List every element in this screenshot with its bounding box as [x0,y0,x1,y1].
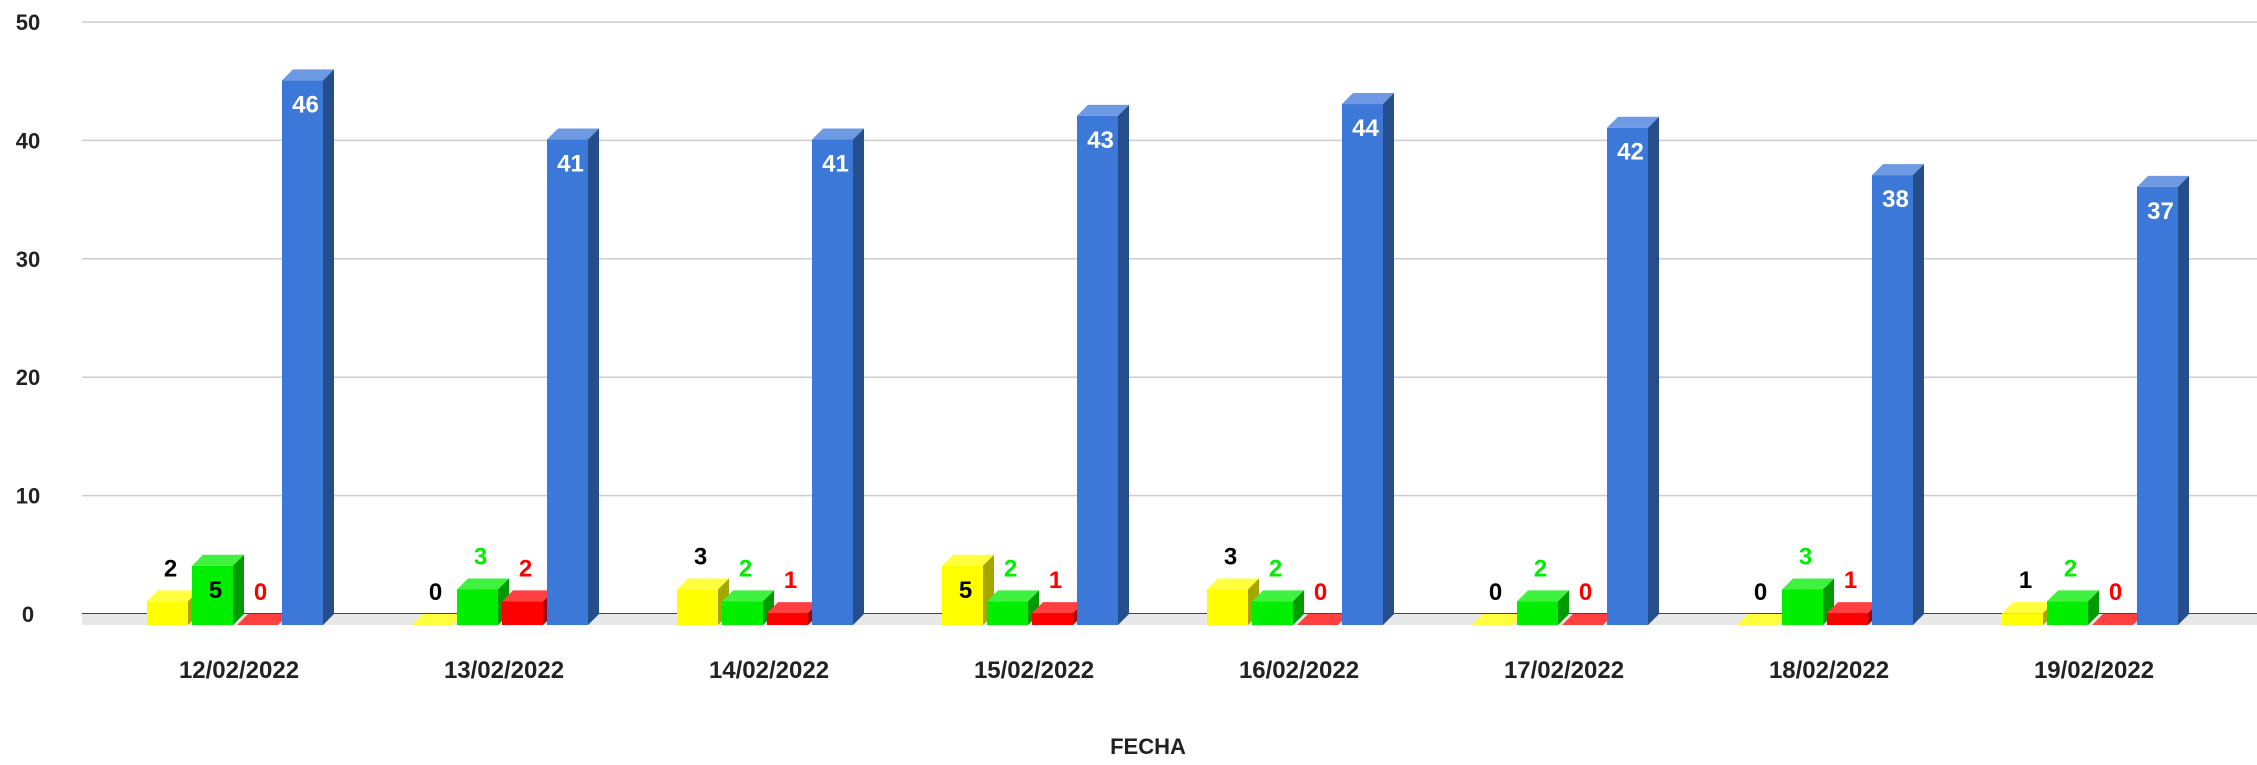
data-label: 2 [1534,555,1547,582]
data-label: 42 [1617,139,1644,166]
data-label: 0 [254,579,267,606]
bar [1827,602,1879,625]
bar [1737,614,1789,625]
x-tick-label: 19/02/2022 [2034,657,2154,684]
bar [1032,602,1084,625]
gridlines [82,21,2257,615]
data-label: 0 [1489,579,1502,606]
data-label: 3 [1799,543,1812,570]
bars [147,69,2189,626]
data-label: 0 [429,579,442,606]
data-label: 38 [1882,186,1909,213]
x-tick-label: 13/02/2022 [444,657,564,684]
data-label: 0 [1754,579,1767,606]
chart-floor [82,614,2257,625]
bar [1517,590,1569,625]
bar [812,128,864,625]
y-tick-label: 40 [16,128,40,153]
x-tick-label: 15/02/2022 [974,657,1094,684]
data-label: 2 [1004,555,1017,582]
bar [502,590,554,625]
y-tick-label: 10 [16,484,40,509]
bar [767,602,819,625]
data-label: 5 [209,577,222,604]
data-label: 1 [1844,567,1857,594]
data-label: 0 [2109,579,2122,606]
bar [1562,614,1614,625]
data-label: 2 [519,555,532,582]
data-label: 0 [1314,579,1327,606]
x-tick-label: 16/02/2022 [1239,657,1359,684]
bar [2092,614,2144,625]
bar [1207,578,1259,625]
bar [547,128,599,625]
data-label: 3 [694,543,707,570]
data-label: 2 [1269,555,1282,582]
data-label: 1 [1049,567,1062,594]
y-tick-label: 50 [16,10,40,35]
bar [677,578,729,625]
bar [1607,116,1659,625]
bar [282,69,334,626]
bar [987,590,1039,625]
bar [457,578,509,625]
data-label: 43 [1087,127,1114,154]
bar [1342,93,1394,626]
y-tick-label: 0 [22,602,34,627]
x-tick-label: 18/02/2022 [1769,657,1889,684]
bar [1252,590,1304,625]
bar [1782,578,1834,625]
x-axis-ticks: 12/02/2022 13/02/2022 14/02/2022 15/02/2022… [179,657,2154,684]
data-label: 3 [1224,543,1237,570]
x-tick-label: 17/02/2022 [1504,657,1624,684]
x-tick-label: 14/02/2022 [709,657,829,684]
data-label: 46 [292,91,319,118]
bar [2047,590,2099,625]
data-label: 5 [959,577,972,604]
bar [942,554,994,625]
data-label: 2 [739,555,752,582]
data-labels: 2 5 0 46 0 3 2 41 3 2 1 41 5 2 1 43 3 2 0 44 0 2 0 42 0 3 1 38 1 2 0 37 [164,91,2174,606]
data-label: 41 [557,151,584,178]
data-label: 37 [2147,198,2174,225]
data-label: 2 [164,555,177,582]
data-label: 2 [2064,555,2077,582]
y-tick-label: 30 [16,247,40,272]
bar [147,590,199,625]
y-axis-ticks: 0 10 20 30 40 50 [16,10,40,627]
floor-plane [82,614,2257,625]
data-label: 44 [1352,115,1379,142]
bar [1297,614,1349,625]
data-label: 41 [822,151,849,178]
bar [2002,602,2054,625]
x-tick-label: 12/02/2022 [179,657,299,684]
bar [237,614,289,625]
x-axis-title: FECHA [1110,734,1186,759]
data-label: 1 [2019,567,2032,594]
bar [1472,614,1524,625]
data-label: 3 [474,543,487,570]
data-label: 1 [784,567,797,594]
bar [1077,104,1129,625]
bar [2137,175,2189,626]
bar [412,614,464,625]
bar [192,554,244,625]
y-tick-label: 20 [16,365,40,390]
bar [1872,164,1924,625]
bar [722,590,774,625]
data-label: 0 [1579,579,1592,606]
